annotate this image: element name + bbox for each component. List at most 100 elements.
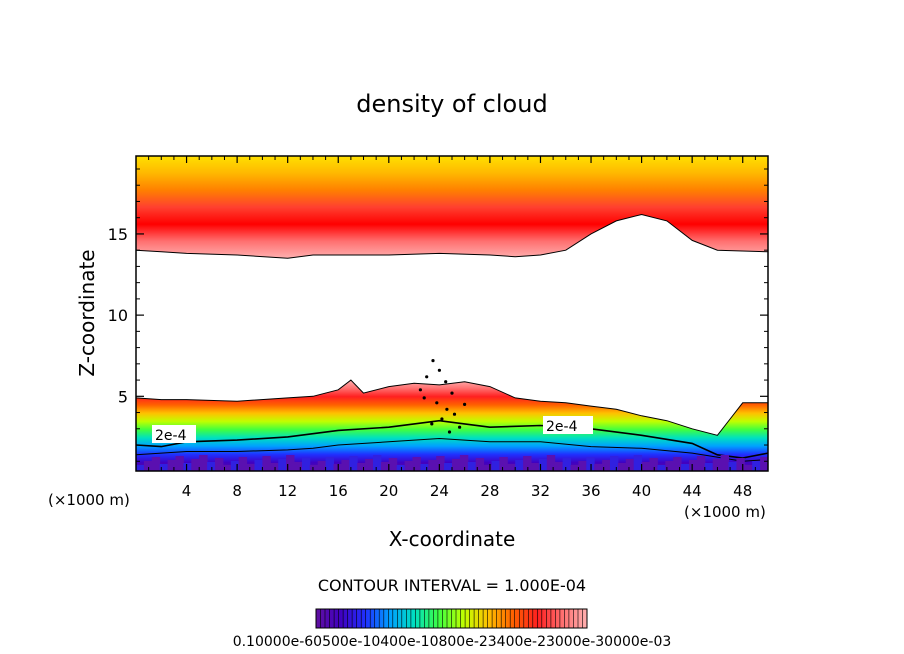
contour-3e-4-line	[136, 437, 768, 462]
ground-segment	[357, 463, 366, 471]
ground-segment	[578, 461, 587, 471]
ground-segment	[538, 459, 548, 471]
ground-segment	[625, 459, 635, 471]
ground-segment	[175, 456, 184, 471]
ground-segment	[523, 456, 532, 471]
colorbar-labels: 0.10000e-60500e-10400e-10800e-23400e-230…	[233, 634, 672, 650]
ground-segment	[696, 456, 706, 471]
x-axis-label: X-coordinate	[389, 527, 516, 551]
noise-dot	[418, 388, 422, 392]
ground-segment	[388, 458, 398, 471]
lower-cloud-band	[136, 380, 768, 471]
noise-dot	[452, 412, 457, 416]
y-tick-label: 10	[108, 306, 128, 325]
ground-segment	[704, 463, 714, 471]
ground-segment	[728, 462, 737, 471]
x-tick-label: 20	[379, 482, 398, 500]
noise-dot	[447, 430, 452, 434]
ground-segment	[373, 455, 382, 471]
ground-segment	[270, 463, 279, 471]
x-tick-label: 40	[632, 482, 651, 500]
ground-segment	[412, 457, 421, 471]
noise-dot	[445, 407, 449, 411]
x-tick-label: 48	[733, 482, 752, 500]
y-axis-label: Z-coordinate	[75, 249, 99, 376]
ground-segment	[215, 458, 224, 471]
ground-segment	[673, 457, 682, 471]
noise-dot	[450, 391, 454, 395]
ground-segment	[325, 457, 334, 471]
noise-dot	[440, 417, 444, 421]
ground-segment	[167, 460, 176, 471]
ground-segment	[483, 465, 492, 471]
ground-segment	[562, 458, 571, 471]
ground-segment	[404, 461, 413, 471]
ground-segment	[602, 460, 611, 471]
ground-segment	[531, 463, 540, 471]
y-tick-label: 5	[118, 387, 128, 406]
noise-dot	[435, 401, 439, 405]
ground-segment	[396, 465, 406, 471]
ground-segment	[649, 458, 658, 471]
ground-segment	[736, 458, 745, 471]
ground-segment	[207, 462, 216, 471]
contour-label-bg-2	[543, 416, 593, 434]
ground-segment	[507, 464, 516, 471]
x-tick-label: 24	[430, 482, 449, 500]
ground-segment	[752, 461, 761, 471]
ground-segment	[246, 464, 255, 471]
ground-segment	[491, 461, 500, 471]
ground-segment	[254, 460, 263, 471]
ground-segment	[136, 465, 145, 471]
ground-segment	[159, 464, 169, 471]
x-tick-label: 32	[531, 482, 550, 500]
ground-segment	[309, 465, 319, 471]
ground-segment	[420, 464, 429, 471]
ground-segment	[428, 460, 437, 471]
ground-segment	[594, 464, 603, 471]
noise-dot	[463, 402, 467, 406]
ground-segment	[515, 460, 524, 471]
chart-title: density of cloud	[356, 90, 547, 118]
noise-dot	[458, 425, 462, 429]
contour-interval-text: CONTOUR INTERVAL = 1.000E-04	[318, 576, 586, 595]
noise-dot	[422, 396, 426, 400]
ground-segment	[349, 456, 358, 471]
ground-purple-band	[136, 455, 768, 471]
contour-2e-4-line	[136, 419, 768, 459]
ground-segment	[617, 463, 627, 471]
y-axis-ticks: 5 10 15	[108, 168, 768, 462]
ground-segment	[499, 457, 508, 471]
x-axis-ticks: 4 8 12 16 20 24 28 32 36 40 44 48	[148, 156, 756, 500]
ground-segment	[278, 459, 287, 471]
ground-segment	[665, 461, 674, 471]
ground-segment	[222, 465, 232, 471]
ground-segment	[199, 455, 208, 471]
ground-segment	[317, 461, 327, 471]
contour-label-1: 2e-4	[155, 428, 187, 444]
ground-segment	[183, 463, 192, 471]
contour-label-bg-1	[152, 425, 196, 443]
ground-segment	[570, 465, 579, 471]
ground-segment	[689, 460, 698, 471]
ground-segment	[459, 455, 469, 471]
ground-segment	[341, 460, 350, 471]
x-tick-label: 36	[581, 482, 600, 500]
ground-segment	[475, 458, 485, 471]
upper-cloud-band	[136, 156, 768, 259]
noise-dot	[425, 375, 429, 379]
ground-segment	[380, 462, 390, 471]
ground-segment	[546, 455, 556, 471]
ground-segment	[238, 457, 248, 471]
x-unit-label-right: (×1000 m)	[684, 503, 766, 521]
noise-dot	[444, 380, 448, 384]
ground-segment	[554, 462, 564, 471]
noise-dot	[437, 368, 441, 372]
noise-dot	[431, 359, 435, 363]
x-tick-label: 16	[329, 482, 348, 500]
ground-segment	[286, 455, 295, 471]
y-tick-label: 15	[108, 225, 128, 244]
ground-segment	[294, 462, 303, 471]
ground-segment	[467, 462, 477, 471]
